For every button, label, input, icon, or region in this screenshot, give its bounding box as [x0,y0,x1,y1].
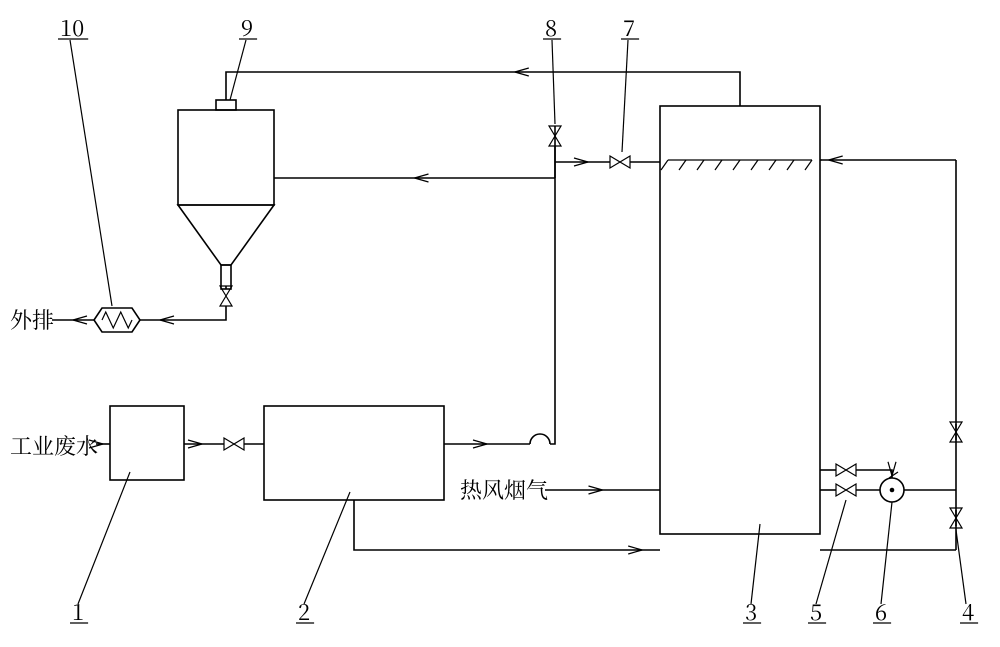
label-n10: 10 [60,12,84,43]
label-n6: 6 [875,596,887,627]
label-hot_gas: 热风烟气 [460,474,548,505]
label-n9: 9 [241,12,253,43]
label-n7: 7 [623,12,635,43]
label-n8: 8 [545,12,557,43]
label-n3: 3 [745,596,757,627]
label-wastewater: 工业废水 [10,430,98,461]
label-n2: 2 [298,596,310,627]
label-n5: 5 [810,596,822,627]
process-diagram: 外排工业废水热风烟气 1 2 3 4 5 6 7 8 9 10 [0,0,1000,647]
label-n1: 1 [72,596,84,627]
label-n4: 4 [962,596,974,627]
label-external: 外排 [10,304,54,335]
